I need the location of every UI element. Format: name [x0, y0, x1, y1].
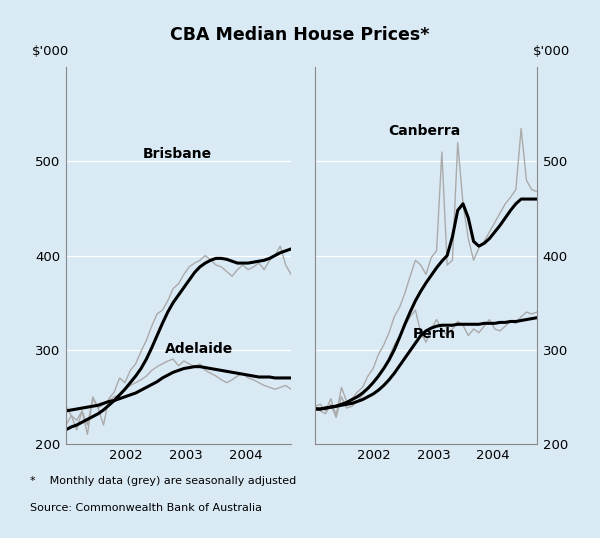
Text: Adelaide: Adelaide — [165, 343, 233, 357]
Text: $'000: $'000 — [533, 45, 570, 58]
Text: Canberra: Canberra — [388, 124, 461, 138]
Text: $'000: $'000 — [32, 45, 70, 58]
Text: Source: Commonwealth Bank of Australia: Source: Commonwealth Bank of Australia — [30, 503, 262, 513]
Text: CBA Median House Prices*: CBA Median House Prices* — [170, 26, 430, 44]
Text: *    Monthly data (grey) are seasonally adjusted: * Monthly data (grey) are seasonally adj… — [30, 476, 296, 486]
Text: Brisbane: Brisbane — [143, 147, 212, 161]
Text: Perth: Perth — [413, 328, 456, 342]
